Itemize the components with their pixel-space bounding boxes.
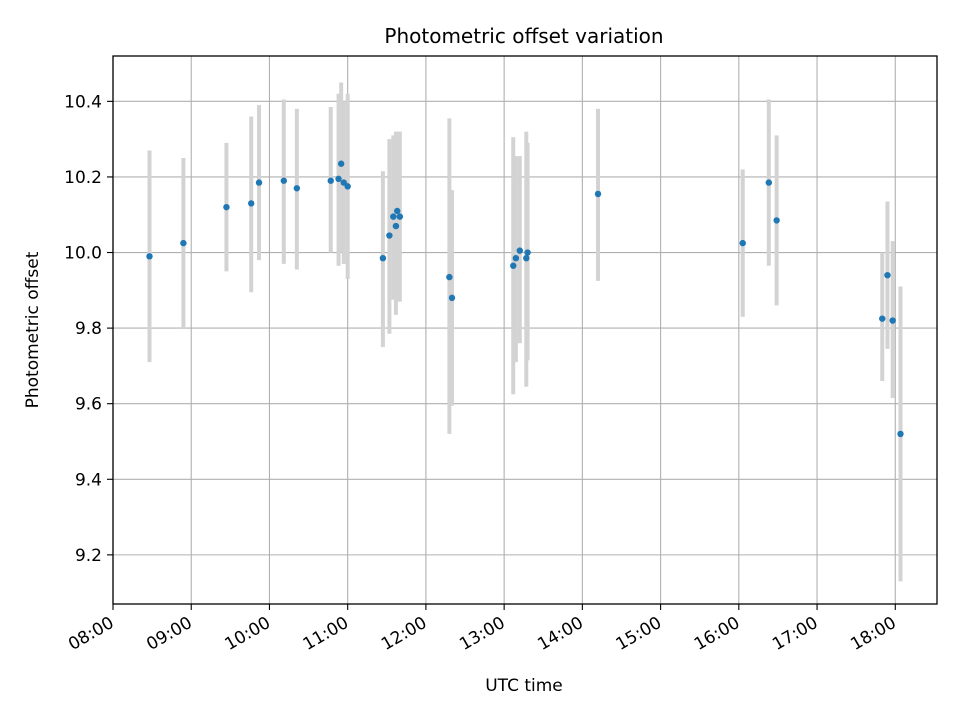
- data-point: [335, 175, 342, 183]
- data-point: [394, 207, 401, 215]
- y-tick-label: 10.4: [64, 92, 102, 112]
- y-tick-label: 9.8: [75, 319, 102, 339]
- x-axis-title: UTC time: [485, 676, 563, 696]
- chart-title: Photometric offset variation: [384, 24, 663, 48]
- data-point: [516, 247, 523, 254]
- data-point: [773, 217, 780, 224]
- data-point: [594, 190, 602, 198]
- data-point: [889, 317, 896, 324]
- y-tick-label: 9.6: [75, 395, 102, 415]
- data-point: [446, 273, 453, 281]
- data-point: [223, 203, 230, 211]
- data-point: [327, 177, 334, 184]
- data-point: [523, 254, 530, 262]
- plot-frame: [112, 55, 938, 605]
- data-point: [293, 185, 301, 192]
- data-point: [379, 254, 387, 262]
- data-point: [396, 213, 404, 220]
- data-point: [386, 232, 393, 239]
- data-point: [884, 272, 891, 279]
- data-point: [897, 430, 904, 438]
- data-point: [255, 179, 263, 186]
- y-tick-label: 9.2: [75, 546, 102, 566]
- data-point: [879, 315, 886, 322]
- data-point: [512, 254, 520, 262]
- data-point: [248, 200, 255, 207]
- data-point: [337, 160, 345, 167]
- data-point: [448, 294, 456, 302]
- y-tick-label: 10.2: [64, 168, 102, 188]
- data-point: [392, 222, 400, 230]
- data-points: [146, 160, 904, 438]
- y-axis-title: Photometric offset: [23, 251, 43, 408]
- data-point: [390, 213, 397, 220]
- y-tick-label: 10.0: [64, 244, 102, 264]
- y-axis: 9.2 9.4 9.6 9.8 10.0 10.2 10.4: [64, 92, 113, 566]
- data-point: [344, 183, 351, 190]
- data-point: [180, 239, 187, 247]
- y-tick-label: 9.4: [75, 470, 102, 490]
- data-point: [510, 262, 517, 269]
- data-point: [739, 239, 746, 247]
- data-point: [765, 179, 773, 186]
- data-point: [146, 253, 153, 260]
- data-point: [280, 177, 287, 184]
- data-point: [524, 249, 531, 256]
